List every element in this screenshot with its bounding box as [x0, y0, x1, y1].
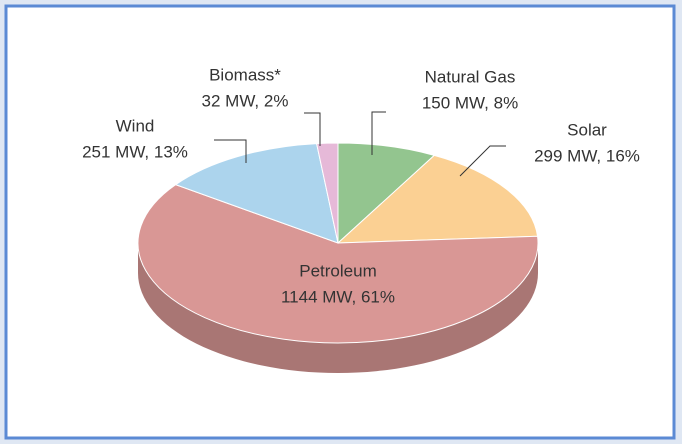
- category-label: Biomass*: [209, 65, 281, 84]
- leader-line: [459, 145, 506, 177]
- value-label: 299 MW, 16%: [534, 146, 640, 165]
- leader-line: [304, 112, 321, 146]
- slice: [315, 142, 339, 244]
- category-label: Solar: [567, 120, 607, 139]
- leader-line: [371, 111, 386, 155]
- slice: [137, 184, 539, 344]
- leader-line: [214, 139, 247, 163]
- category-label: Natural Gas: [425, 67, 516, 86]
- value-label: 32 MW, 2%: [202, 91, 289, 110]
- value-label: 1144 MW, 61%: [281, 287, 395, 306]
- slice: [174, 143, 339, 244]
- slice: [336, 154, 539, 244]
- slice: [337, 142, 436, 245]
- value-label: 150 MW, 8%: [422, 93, 518, 112]
- slice-side: [138, 243, 538, 373]
- value-label: 251 MW, 13%: [82, 142, 188, 161]
- category-label: Wind: [116, 116, 155, 135]
- category-label: Petroleum: [299, 261, 376, 280]
